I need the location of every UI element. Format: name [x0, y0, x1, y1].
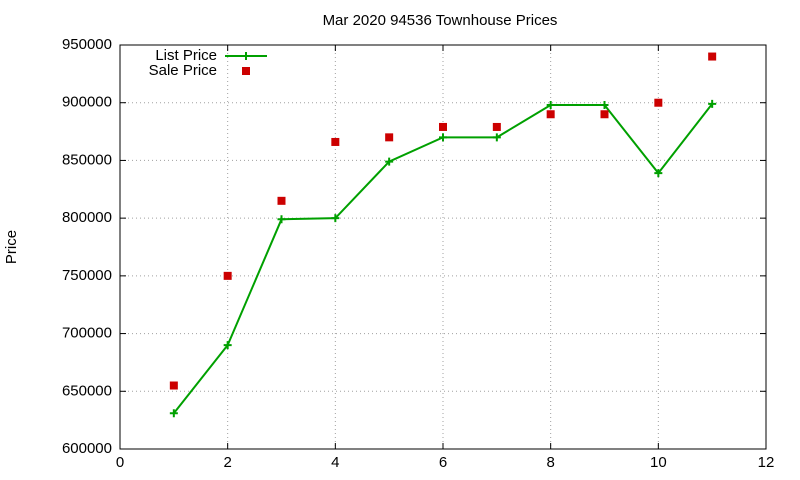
data-point [600, 110, 609, 119]
data-point [439, 133, 447, 142]
data-point [492, 122, 501, 131]
x-tick-label: 10 [650, 454, 667, 471]
y-tick-label: 900000 [62, 94, 112, 111]
data-point [708, 99, 717, 108]
legend-swatch [242, 52, 250, 60]
y-tick-label: 750000 [62, 267, 112, 284]
data-point [492, 133, 501, 142]
y-tick-label: 950000 [62, 36, 112, 53]
data-point [385, 157, 394, 166]
data-point [708, 52, 717, 61]
legend-label: Sale Price [149, 62, 217, 79]
data-point [546, 101, 555, 110]
x-tick-label: 2 [223, 454, 231, 471]
plot-frame [119, 44, 767, 450]
series-line [173, 103, 713, 414]
data-point [169, 381, 178, 390]
data-point [223, 271, 232, 280]
data-point [654, 169, 663, 178]
data-point [439, 122, 447, 131]
data-point [331, 137, 340, 146]
y-axis-label: Price [3, 230, 20, 264]
legend-label: List Price [155, 47, 217, 64]
data-point [223, 341, 232, 350]
legend-swatch [242, 67, 250, 75]
data-point [331, 214, 340, 223]
y-tick-label: 650000 [62, 382, 112, 399]
y-tick-label: 850000 [62, 151, 112, 168]
x-tick-label: 12 [758, 454, 775, 471]
y-tick-label: 600000 [62, 440, 112, 457]
y-tick-label: 700000 [62, 325, 112, 342]
x-tick-label: 8 [546, 454, 554, 471]
chart-title: Mar 2020 94536 Townhouse Prices [323, 12, 558, 29]
x-tick-label: 0 [116, 454, 124, 471]
data-point [600, 101, 609, 110]
data-point [277, 215, 286, 224]
y-tick-label: 800000 [62, 209, 112, 226]
x-tick-label: 6 [439, 454, 447, 471]
data-point [277, 196, 286, 205]
data-point [654, 98, 663, 107]
data-point [385, 133, 394, 142]
data-point [546, 110, 555, 119]
data-point [169, 409, 178, 418]
x-tick-label: 4 [331, 454, 339, 471]
